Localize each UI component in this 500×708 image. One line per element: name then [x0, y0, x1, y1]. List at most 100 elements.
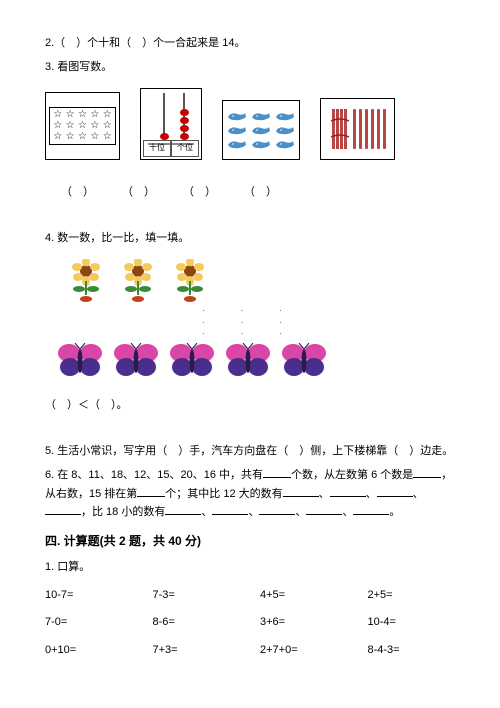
star-icon: ☆ [102, 132, 113, 142]
sep: 、 [201, 506, 212, 518]
image-row-q3: ☆ ☆ ☆ ☆ ☆ ☆ ☆ ☆ ☆ ☆ ☆ ☆ ☆ ☆ ☆ [45, 88, 455, 160]
dots-separator: ··· ··· ··· [65, 305, 455, 339]
calc-item: 10-4= [368, 614, 456, 632]
blank [330, 485, 366, 497]
calc-item: 2+5= [368, 587, 456, 605]
calc-grid: 10-7= 7-3= 4+5= 2+5= 7-0= 8-6= 3+6= 10-4… [45, 587, 455, 660]
stick-icon [377, 109, 380, 149]
whale-icon [250, 110, 272, 122]
calc-item: 0+10= [45, 642, 133, 660]
calc-item: 7-0= [45, 614, 133, 632]
sep: 、 [366, 488, 377, 500]
star-icon: ☆ [102, 110, 113, 120]
blank [353, 503, 389, 515]
section-4-title: 四. 计算题(共 2 题，共 40 分) [45, 532, 455, 551]
star-icon: ☆ [64, 110, 75, 120]
stick-icon [353, 109, 356, 149]
butterfly-icon [55, 343, 105, 379]
answer-blank: （ ） [122, 184, 155, 202]
calc-item: 8-4-3= [368, 642, 456, 660]
flower-icon [117, 259, 159, 303]
whale-icon [226, 110, 248, 122]
blank [212, 503, 248, 515]
star-icon: ☆ [64, 132, 75, 142]
butterfly-icon [279, 343, 329, 379]
blank [259, 503, 295, 515]
sticks-icon [330, 107, 386, 151]
sep: 、 [319, 488, 330, 500]
whale-icon [274, 138, 296, 150]
answer-blank: （ ） [61, 184, 94, 202]
blank [306, 503, 342, 515]
question-5: 5. 生活小常识，写字用（ ）手，汽车方向盘在（ ）侧，上下楼梯靠（ ）边走。 [45, 443, 455, 461]
star-icon: ☆ [77, 121, 88, 131]
question-4: 4. 数一数，比一比，填一填。 [45, 230, 455, 248]
whale-icon [274, 124, 296, 136]
stick-icon [359, 109, 362, 149]
whale-icon [226, 138, 248, 150]
star-icon: ☆ [52, 132, 63, 142]
blank [137, 485, 165, 497]
calc-item: 7+3= [153, 642, 241, 660]
whale-icon [250, 138, 272, 150]
butterfly-icon [167, 343, 217, 379]
whales-grid [226, 110, 296, 150]
blank [377, 485, 413, 497]
calc-item: 8-6= [153, 614, 241, 632]
star-icon: ☆ [64, 121, 75, 131]
calc-item: 2+7+0= [260, 642, 348, 660]
whale-icon [250, 124, 272, 136]
butterfly-row [55, 343, 455, 379]
stars-box: ☆ ☆ ☆ ☆ ☆ ☆ ☆ ☆ ☆ ☆ ☆ ☆ ☆ ☆ ☆ [45, 92, 120, 160]
sep: 、 [413, 488, 424, 500]
blank [165, 503, 201, 515]
blank [283, 485, 319, 497]
q6-text: ，比 18 小的数有 [81, 506, 165, 518]
flower-icon [169, 259, 211, 303]
question-6: 6. 在 8、11、18、12、15、20、16 中，共有 个数，从左数第 6 个… [45, 466, 455, 522]
whales-box [222, 100, 300, 160]
abacus-box: 十位 个位 [140, 88, 202, 160]
ones-label: 个位 [171, 140, 199, 157]
bundle-icon [330, 107, 350, 151]
blank [413, 466, 441, 478]
q6-text: 6. 在 8、11、18、12、15、20、16 中，共有 [45, 469, 263, 481]
stick-icon [383, 109, 386, 149]
butterfly-icon [111, 343, 161, 379]
flower-row [65, 259, 455, 303]
calc-item: 4+5= [260, 587, 348, 605]
star-icon: ☆ [77, 132, 88, 142]
compare-answer: （ ）＜（ ）。 [45, 397, 455, 415]
sep: 、 [295, 506, 306, 518]
sep: 、 [248, 506, 259, 518]
star-icon: ☆ [89, 121, 100, 131]
question-2: 2.（ ）个十和（ ）个一合起来是 14。 [45, 35, 455, 53]
question-3: 3. 看图写数。 [45, 59, 455, 77]
star-icon: ☆ [52, 121, 63, 131]
butterfly-icon [223, 343, 273, 379]
tens-label: 十位 [143, 140, 171, 157]
blank [45, 503, 81, 515]
flower-icon [65, 259, 107, 303]
calc-item: 3+6= [260, 614, 348, 632]
q6-text: 个数，从左数第 6 个数是 [291, 469, 413, 481]
star-icon: ☆ [52, 110, 63, 120]
sep: 、 [342, 506, 353, 518]
stick-icon [365, 109, 368, 149]
stick-icon [371, 109, 374, 149]
sticks-box [320, 98, 395, 160]
star-icon: ☆ [89, 110, 100, 120]
period: 。 [389, 506, 400, 518]
blank [263, 466, 291, 478]
calc-item: 10-7= [45, 587, 133, 605]
answer-blank: （ ） [244, 184, 277, 202]
q3-answer-row: （ ） （ ） （ ） （ ） [45, 184, 455, 202]
answer-blank: （ ） [183, 184, 216, 202]
star-icon: ☆ [77, 110, 88, 120]
whale-icon [274, 110, 296, 122]
calc-title: 1. 口算。 [45, 559, 455, 577]
star-icon: ☆ [89, 132, 100, 142]
star-icon: ☆ [102, 121, 113, 131]
q6-text: 个；其中比 12 大的数有 [165, 488, 282, 500]
abacus-icon: 十位 个位 [143, 91, 199, 157]
